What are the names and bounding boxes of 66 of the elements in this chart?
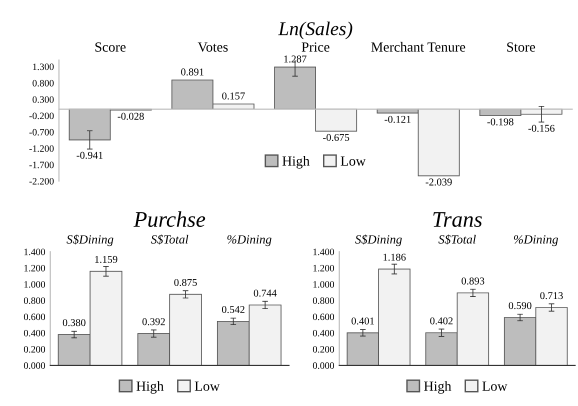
y-tick-label: -1.200 xyxy=(29,145,54,152)
legend-label: Low xyxy=(482,382,508,391)
y-tick-label: -0.700 xyxy=(29,128,54,136)
chart-title: Purchse xyxy=(134,211,206,227)
data-label: 0.713 xyxy=(540,292,563,300)
legend-label: High xyxy=(136,381,164,394)
x-tick-label: Price xyxy=(302,42,330,52)
y-tick-label: 1.300 xyxy=(33,64,54,70)
data-label: 0.542 xyxy=(222,306,244,314)
data-label: 1.287 xyxy=(284,55,306,63)
data-label: 0.401 xyxy=(352,317,374,325)
data-label: 0.590 xyxy=(508,302,532,310)
data-label: -2.039 xyxy=(426,178,452,186)
y-tick-label: 0.600 xyxy=(24,314,46,320)
y-tick-label: 1.200 xyxy=(24,264,46,272)
data-label: 1.186 xyxy=(384,254,406,261)
chart-title: Ln(Sales) xyxy=(278,22,352,40)
y-tick-label: 0.800 xyxy=(312,297,334,304)
x-tick-label: Votes xyxy=(198,42,228,52)
y-tick-label: 1.400 xyxy=(24,248,46,256)
data-label: 0.893 xyxy=(462,277,484,285)
x-tick-label: S$Dining xyxy=(66,234,114,246)
data-label: 0.380 xyxy=(62,319,86,326)
data-label: 0.875 xyxy=(174,278,197,286)
y-tick-label: 1.400 xyxy=(313,248,334,256)
data-label: 0.891 xyxy=(181,68,204,76)
data-label: 0.744 xyxy=(254,290,277,297)
y-tick-label: 1.200 xyxy=(313,264,334,272)
x-tick-label: S$Total xyxy=(150,234,188,244)
y-tick-label: 0.200 xyxy=(24,346,46,353)
y-tick-label: 0.600 xyxy=(312,314,334,320)
y-tick-label: 0.300 xyxy=(32,96,54,103)
y-tick-label: 0.400 xyxy=(24,330,46,336)
x-tick-label: Score xyxy=(95,42,126,52)
y-tick-label: 0.800 xyxy=(32,80,54,86)
y-tick-label: 1.000 xyxy=(313,281,334,288)
y-tick-label: -2.200 xyxy=(29,178,54,185)
x-tick-label: %Dining xyxy=(514,235,558,246)
x-tick-label: S$Dining xyxy=(355,234,402,246)
y-tick-label: 0.400 xyxy=(312,330,334,336)
data-label: -0.675 xyxy=(323,134,350,142)
x-tick-label: Merchant Tenure xyxy=(371,42,466,52)
chart-title: Trans xyxy=(433,212,482,227)
data-label: 0.157 xyxy=(222,92,245,100)
y-tick-label: 0.000 xyxy=(24,362,46,369)
data-label: -0.121 xyxy=(384,116,411,123)
legend-label: High xyxy=(424,381,452,394)
x-tick-label: Store xyxy=(507,42,536,52)
data-label: -0.028 xyxy=(118,112,144,120)
x-tick-label: %Dining xyxy=(227,235,272,246)
y-tick-label: -1.700 xyxy=(29,162,54,168)
data-label: -0.156 xyxy=(528,124,555,132)
y-tick-label: 0.800 xyxy=(24,297,46,304)
data-label: -0.198 xyxy=(487,118,514,126)
y-tick-label: 0.000 xyxy=(312,362,334,369)
y-tick-label: -0.200 xyxy=(29,112,54,120)
legend-label: High xyxy=(282,156,310,169)
data-label: -0.941 xyxy=(76,152,103,159)
y-tick-label: 1.000 xyxy=(24,281,46,288)
legend-label: Low xyxy=(340,156,366,166)
legend-label: Low xyxy=(194,382,220,391)
data-label: 0.392 xyxy=(142,318,165,326)
y-tick-label: 0.200 xyxy=(312,346,334,353)
data-label: 0.402 xyxy=(430,317,453,324)
x-tick-label: S$Total xyxy=(438,234,476,244)
data-label: 1.159 xyxy=(95,256,118,263)
